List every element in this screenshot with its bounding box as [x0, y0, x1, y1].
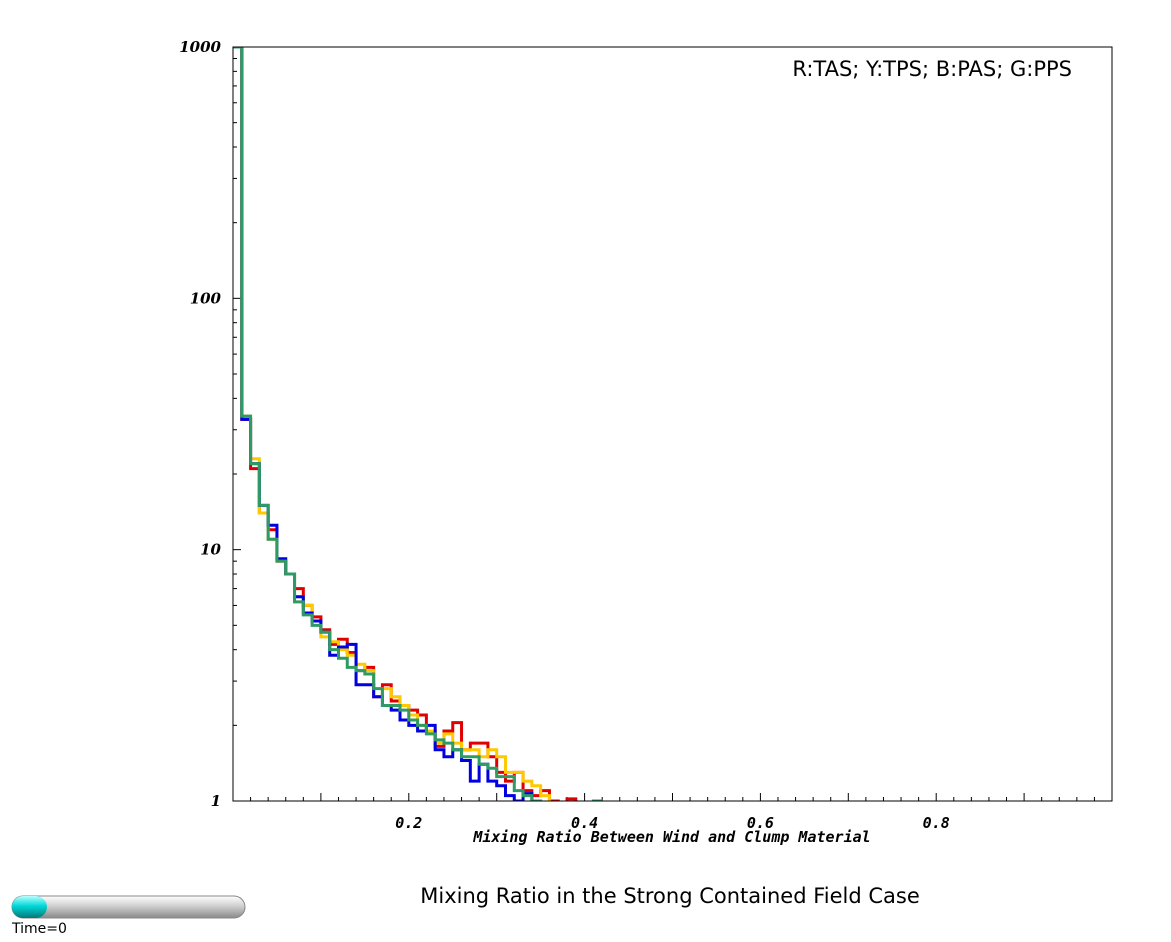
y-tick-label: 10 [200, 541, 221, 559]
plot-axes [233, 58, 1095, 802]
histogram-series [233, 47, 603, 801]
series-line-tas [233, 47, 578, 801]
x-axis-title: Mixing Ratio Between Wind and Clump Mate… [472, 828, 870, 846]
time-slider-fill[interactable] [12, 896, 47, 918]
series-line-pps [233, 47, 603, 801]
x-tick-label: 0.6 [747, 814, 774, 832]
axis-labels: 0.2 0.4 0.6 0.8 1 10 100 1000 [179, 38, 949, 832]
series-legend-note: R:TAS; Y:TPS; B:PAS; G:PPS [792, 57, 1072, 81]
plot-frame [232, 46, 1113, 802]
chart-title: Mixing Ratio in the Strong Contained Fie… [420, 884, 920, 908]
x-tick-label: 0.2 [395, 814, 422, 832]
x-tick-label: 0.4 [571, 814, 598, 832]
series-line-pas [233, 47, 534, 801]
time-slider[interactable] [11, 895, 246, 919]
y-tick-label: 1000 [179, 38, 221, 56]
y-tick-label: 100 [190, 289, 222, 307]
y-tick-label: 1 [211, 792, 221, 810]
series-line-tps [233, 47, 551, 801]
time-label: Time=0 [11, 921, 67, 937]
x-tick-label: 0.8 [923, 814, 950, 832]
